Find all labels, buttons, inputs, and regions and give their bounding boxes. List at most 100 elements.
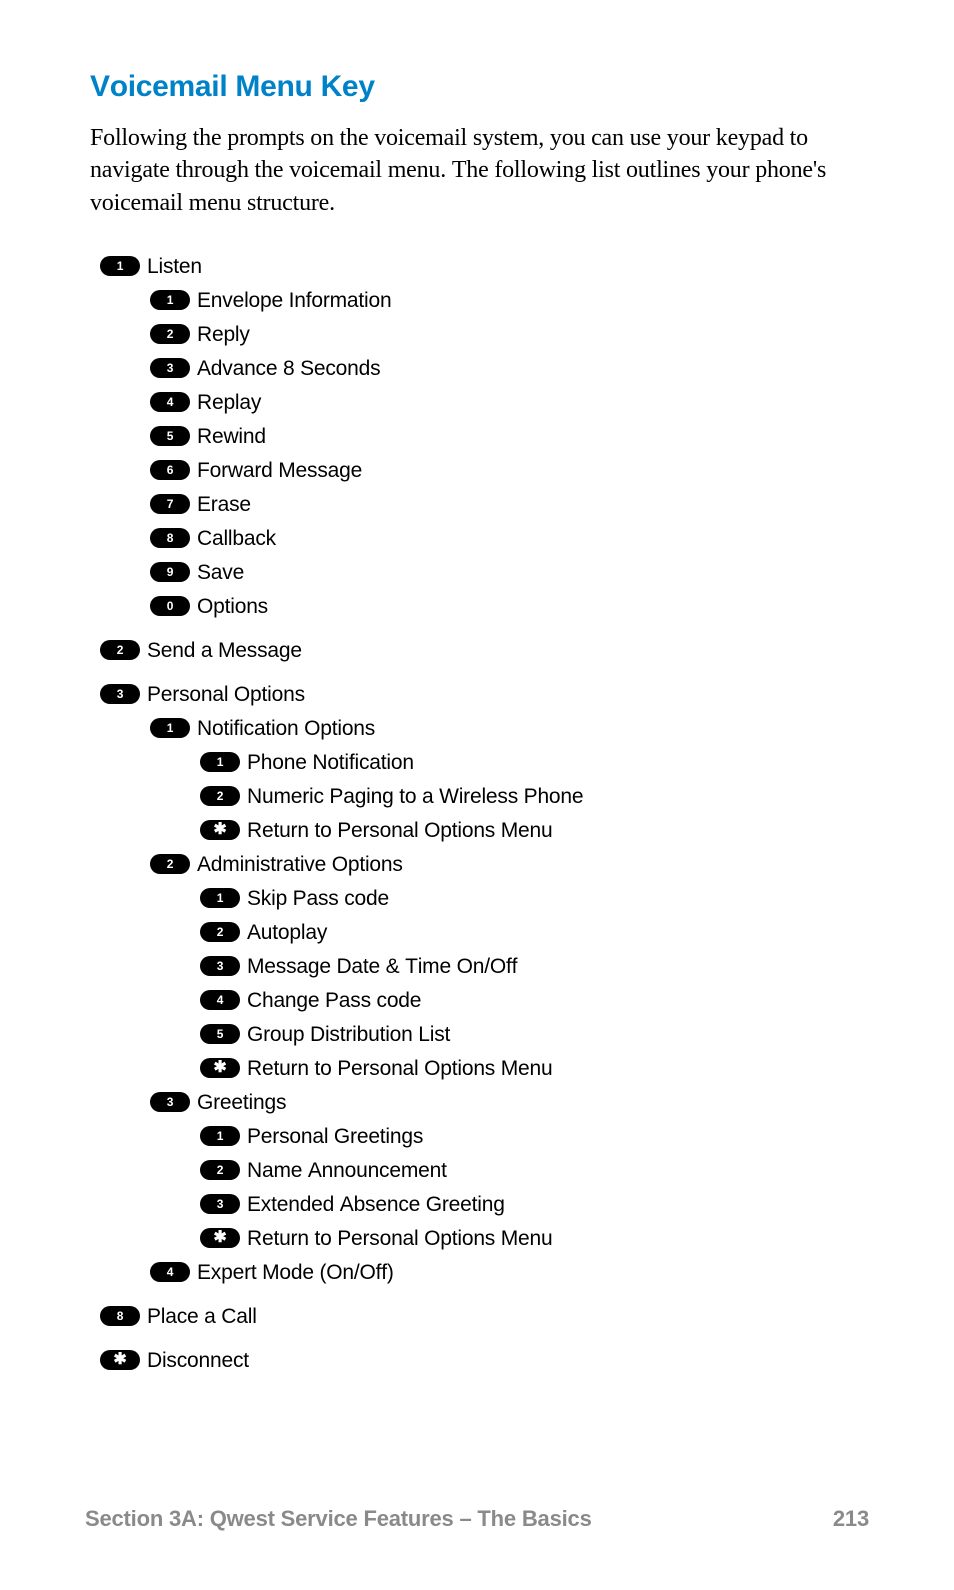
- keypad-key-icon: 7: [150, 494, 190, 514]
- keypad-star-icon: ✱: [200, 1058, 240, 1078]
- keypad-key-icon: 2: [100, 640, 140, 660]
- menu-item-label: Group Distribution List: [247, 1024, 450, 1045]
- menu-row: 3 Greetings: [150, 1085, 869, 1119]
- menu-item-label: Return to Personal Options Menu: [247, 820, 552, 841]
- menu-item-label: Place a Call: [147, 1306, 257, 1327]
- keypad-key-icon: 4: [150, 1262, 190, 1282]
- menu-item-label: Send a Message: [147, 640, 302, 661]
- menu-item-label: Erase: [197, 494, 251, 515]
- menu-row: 2 Name Announcement: [200, 1153, 869, 1187]
- menu-item-label: Change Pass code: [247, 990, 421, 1011]
- menu-row: ✱ Disconnect: [100, 1343, 869, 1377]
- menu-item-label: Envelope Information: [197, 290, 391, 311]
- keypad-key-icon: 1: [200, 752, 240, 772]
- keypad-star-icon: ✱: [200, 1228, 240, 1248]
- menu-item-label: Skip Pass code: [247, 888, 389, 909]
- keypad-key-icon: 1: [200, 1126, 240, 1146]
- menu-row: 1 Envelope Information: [150, 283, 869, 317]
- menu-row: 3 Extended Absence Greeting: [200, 1187, 869, 1221]
- footer-section-label: Section 3A: Qwest Service Features – The…: [85, 1506, 592, 1532]
- keypad-key-icon: 2: [150, 854, 190, 874]
- keypad-key-icon: 1: [100, 256, 140, 276]
- menu-row: 2 Autoplay: [200, 915, 869, 949]
- keypad-key-icon: 1: [200, 888, 240, 908]
- menu-item-label: Return to Personal Options Menu: [247, 1228, 552, 1249]
- menu-row: 4 Replay: [150, 385, 869, 419]
- menu-row: 2 Send a Message: [100, 633, 869, 667]
- menu-row: 9 Save: [150, 555, 869, 589]
- keypad-key-icon: 3: [200, 956, 240, 976]
- menu-item-label: Listen: [147, 256, 202, 277]
- menu-item-label: Numeric Paging to a Wireless Phone: [247, 786, 583, 807]
- menu-item-label: Extended Absence Greeting: [247, 1194, 505, 1215]
- menu-item-label: Disconnect: [147, 1350, 249, 1371]
- menu-item-label: Replay: [197, 392, 261, 413]
- keypad-key-icon: 2: [150, 324, 190, 344]
- menu-item-label: Return to Personal Options Menu: [247, 1058, 552, 1079]
- page-title: Voicemail Menu Key: [90, 70, 869, 104]
- menu-row: 5 Rewind: [150, 419, 869, 453]
- menu-item-label: Personal Options: [147, 684, 305, 705]
- menu-row: 4 Expert Mode (On/Off): [150, 1255, 869, 1289]
- menu-item-label: Notification Options: [197, 718, 375, 739]
- keypad-key-icon: 5: [200, 1024, 240, 1044]
- menu-item-label: Advance 8 Seconds: [197, 358, 380, 379]
- menu-row: 3 Message Date & Time On/Off: [200, 949, 869, 983]
- menu-row: 8 Place a Call: [100, 1299, 869, 1333]
- menu-item-label: Phone Notification: [247, 752, 414, 773]
- menu-item-label: Autoplay: [247, 922, 327, 943]
- menu-item-label: Reply: [197, 324, 250, 345]
- document-page: Voicemail Menu Key Following the prompts…: [0, 0, 954, 1590]
- keypad-key-icon: 3: [100, 684, 140, 704]
- menu-row: 0 Options: [150, 589, 869, 623]
- keypad-star-icon: ✱: [200, 820, 240, 840]
- keypad-key-icon: 5: [150, 426, 190, 446]
- keypad-key-icon: 1: [150, 290, 190, 310]
- menu-item-label: Forward Message: [197, 460, 362, 481]
- menu-row: 7 Erase: [150, 487, 869, 521]
- intro-paragraph: Following the prompts on the voicemail s…: [90, 122, 869, 219]
- keypad-key-icon: 2: [200, 786, 240, 806]
- menu-row: 1 Personal Greetings: [200, 1119, 869, 1153]
- footer-page-number: 213: [833, 1506, 869, 1532]
- voicemail-menu-tree: 1 Listen 1 Envelope Information 2 Reply 3 Advan…: [90, 249, 869, 1377]
- menu-row: 3 Advance 8 Seconds: [150, 351, 869, 385]
- menu-row: 1 Listen: [100, 249, 869, 283]
- keypad-key-icon: 1: [150, 718, 190, 738]
- keypad-key-icon: 3: [200, 1194, 240, 1214]
- menu-item-label: Options: [197, 596, 268, 617]
- menu-row: 8 Callback: [150, 521, 869, 555]
- menu-item-label: Save: [197, 562, 244, 583]
- keypad-key-icon: 0: [150, 596, 190, 616]
- keypad-key-icon: 2: [200, 1160, 240, 1180]
- keypad-key-icon: 4: [150, 392, 190, 412]
- keypad-key-icon: 2: [200, 922, 240, 942]
- menu-row: 1 Skip Pass code: [200, 881, 869, 915]
- keypad-key-icon: 6: [150, 460, 190, 480]
- keypad-key-icon: 3: [150, 358, 190, 378]
- menu-item-label: Personal Greetings: [247, 1126, 423, 1147]
- menu-row: 3 Personal Options: [100, 677, 869, 711]
- menu-row: ✱ Return to Personal Options Menu: [200, 1051, 869, 1085]
- keypad-key-icon: 8: [100, 1306, 140, 1326]
- menu-row: ✱ Return to Personal Options Menu: [200, 813, 869, 847]
- menu-item-label: Rewind: [197, 426, 266, 447]
- menu-item-label: Callback: [197, 528, 276, 549]
- menu-row: 2 Numeric Paging to a Wireless Phone: [200, 779, 869, 813]
- page-footer: Section 3A: Qwest Service Features – The…: [85, 1506, 869, 1532]
- menu-row: 4 Change Pass code: [200, 983, 869, 1017]
- menu-row: ✱ Return to Personal Options Menu: [200, 1221, 869, 1255]
- keypad-key-icon: 8: [150, 528, 190, 548]
- menu-row: 1 Notification Options: [150, 711, 869, 745]
- menu-item-label: Greetings: [197, 1092, 286, 1113]
- keypad-key-icon: 4: [200, 990, 240, 1010]
- menu-item-label: Expert Mode (On/Off): [197, 1262, 394, 1283]
- menu-item-label: Message Date & Time On/Off: [247, 956, 517, 977]
- keypad-key-icon: 3: [150, 1092, 190, 1112]
- menu-row: 2 Reply: [150, 317, 869, 351]
- keypad-star-icon: ✱: [100, 1350, 140, 1370]
- menu-item-label: Name Announcement: [247, 1160, 447, 1181]
- keypad-key-icon: 9: [150, 562, 190, 582]
- menu-row: 6 Forward Message: [150, 453, 869, 487]
- menu-row: 2Administrative Options: [150, 847, 869, 881]
